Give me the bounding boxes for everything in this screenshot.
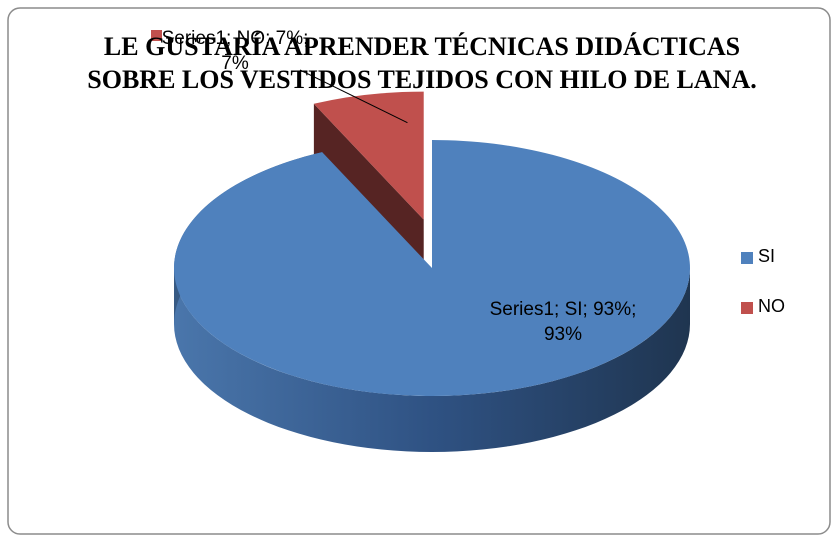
label-key [151, 30, 162, 41]
legend-swatch [741, 252, 753, 264]
legend-label: SI [758, 246, 776, 266]
slice-side [174, 268, 690, 452]
data-label: Series1; SI; 93%; 93% [489, 299, 637, 345]
data-label: Series1; NO; 7%; 7% [161, 28, 309, 74]
legend-label: NO [758, 296, 785, 316]
slice [174, 140, 691, 396]
leader-line [299, 69, 408, 124]
slice [313, 91, 424, 220]
legend-swatch [741, 302, 753, 314]
chart-title: LE GUSTARÍA APRENDER TÉCNICAS DIDÁCTICAS… [87, 32, 757, 94]
